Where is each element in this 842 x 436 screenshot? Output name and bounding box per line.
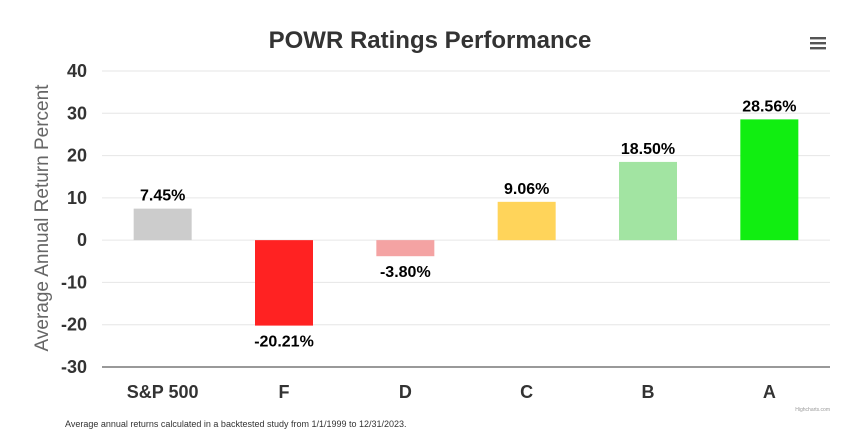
bar[interactable] [619, 161, 677, 241]
credit-label[interactable]: Highcharts.com [795, 407, 830, 413]
y-tick-label: 20 [67, 146, 87, 166]
data-label: -20.21% [254, 334, 314, 351]
bar[interactable] [740, 119, 799, 241]
data-labels: 7.45% -20.21% -3.80% 9.06% 18.50% 28.56% [140, 98, 796, 350]
x-tick-label: C [520, 382, 533, 402]
chart-menu-button[interactable] [806, 32, 830, 54]
x-tick-label: A [763, 382, 776, 402]
bar[interactable] [497, 201, 556, 241]
data-label: 7.45% [140, 188, 185, 205]
bar[interactable] [376, 240, 435, 257]
y-tick-label: -10 [61, 272, 87, 292]
data-label: -3.80% [380, 264, 431, 281]
y-tick-label: -20 [61, 315, 87, 335]
data-label: 28.56% [742, 98, 796, 115]
grid-lines [102, 70, 830, 326]
data-label: 9.06% [504, 181, 549, 198]
y-tick-label: 0 [77, 230, 87, 250]
x-tick-label: B [642, 382, 655, 402]
y-tick-label: 30 [67, 103, 87, 123]
x-tick-label: D [399, 382, 412, 402]
footnote: Average annual returns calculated in a b… [65, 419, 407, 429]
bars [133, 119, 799, 326]
hamburger-menu-icon [810, 37, 826, 50]
bar[interactable] [133, 208, 192, 241]
x-axis-ticks: S&P 500 F D C B A [127, 382, 776, 402]
bar[interactable] [255, 240, 313, 326]
y-axis-ticks: -30 -20 -10 0 10 20 30 40 [61, 61, 87, 377]
x-tick-label: S&P 500 [127, 382, 199, 402]
y-tick-label: 40 [67, 61, 87, 81]
chart-title: POWR Ratings Performance [269, 27, 592, 54]
data-label: 18.50% [621, 141, 675, 158]
y-axis-label: Average Annual Return Percent [32, 84, 53, 352]
x-tick-label: F [279, 382, 290, 402]
y-tick-label: 10 [67, 188, 87, 208]
y-tick-label: -30 [61, 357, 87, 377]
